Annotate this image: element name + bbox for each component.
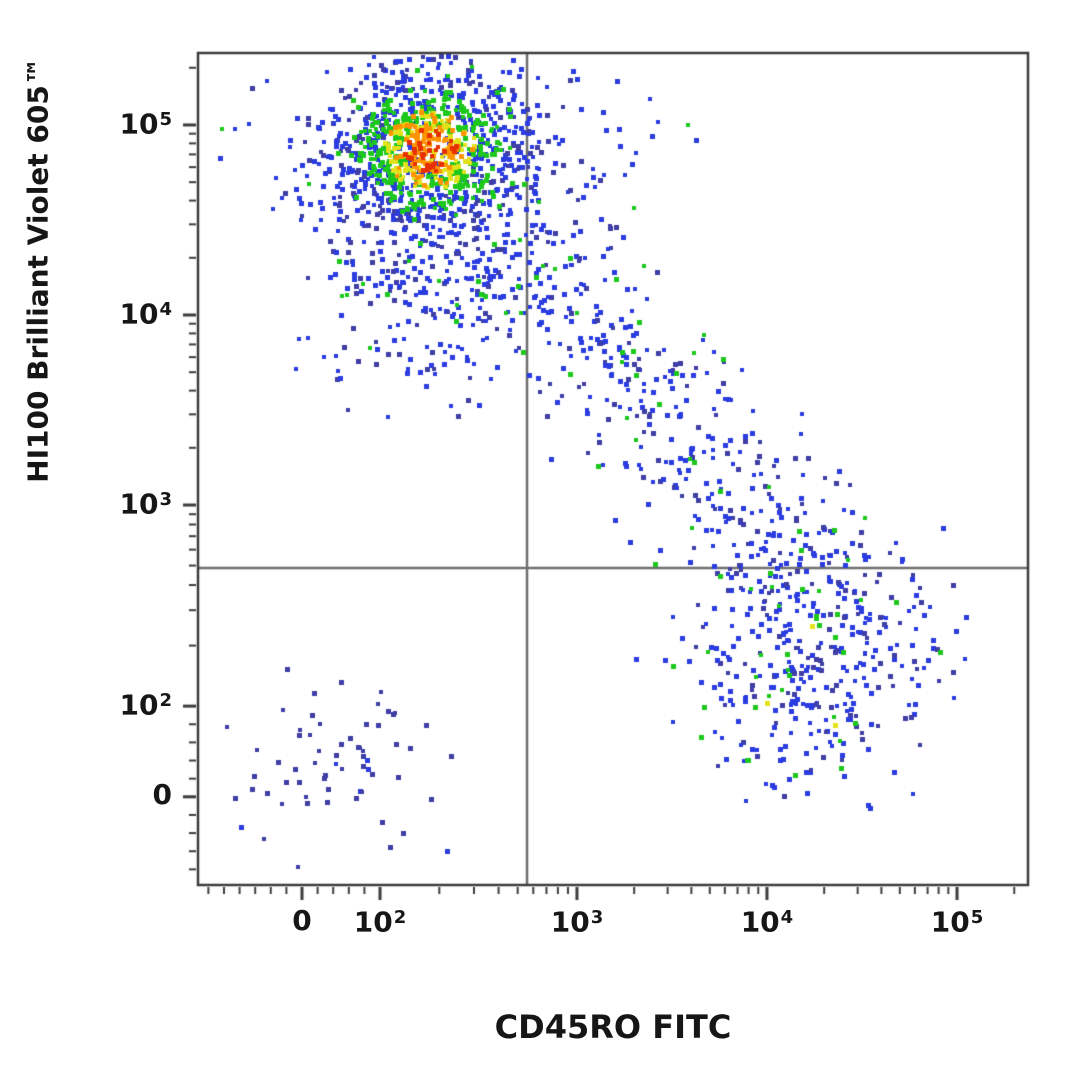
y-tick-label: 102 [119,688,173,722]
x-tick-label: 102 [353,905,407,939]
x-tick-label: 105 [930,905,984,939]
y-tick-label: 104 [119,297,173,331]
x-axis-title: CD45RO FITC [494,1008,732,1046]
x-tick-label: 0 [292,904,312,937]
y-tick-label: 103 [119,487,173,521]
y-tick-label: 0 [152,777,172,811]
x-tick-label: 103 [550,905,604,939]
y-tick-label: 105 [119,107,173,141]
y-axis-title: HI100 Brilliant Violet 605™ [21,57,55,483]
x-tick-label: 104 [740,905,794,939]
